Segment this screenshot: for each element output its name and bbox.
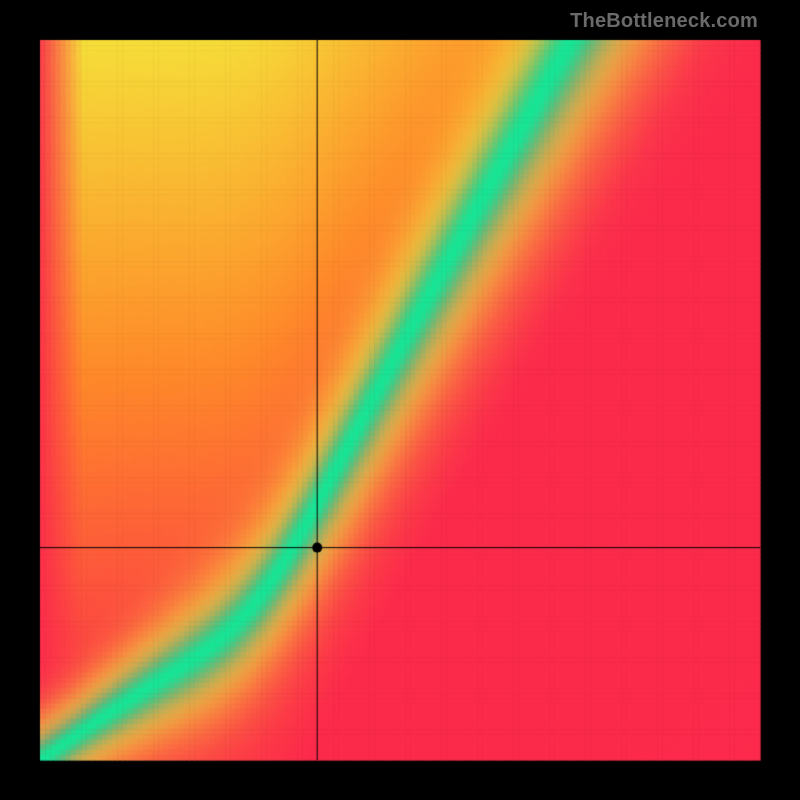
watermark-text: TheBottleneck.com	[570, 10, 758, 33]
chart-container: TheBottleneck.com	[0, 0, 800, 800]
heatmap-canvas	[0, 0, 800, 800]
